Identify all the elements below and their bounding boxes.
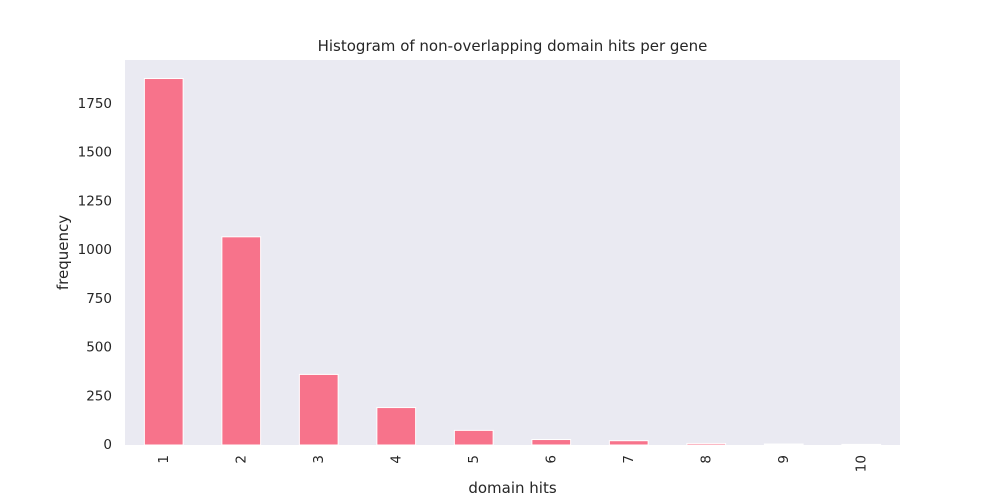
x-axis-ticks: 1 2 3 4 5 6 7 8 9 10	[156, 455, 870, 472]
bar-2	[221, 236, 262, 446]
bar-7	[608, 440, 649, 446]
x-tick-label: 6	[543, 455, 559, 464]
x-tick-label: 10	[853, 455, 869, 472]
bars-group	[143, 78, 882, 446]
bar-4	[376, 407, 417, 446]
x-axis-label: domain hits	[468, 479, 557, 497]
y-tick-label: 1250	[78, 193, 112, 209]
bar-5	[453, 429, 494, 446]
x-tick-label: 2	[233, 455, 249, 464]
x-tick-label: 5	[466, 455, 482, 464]
y-tick-label: 1500	[78, 145, 112, 161]
x-tick-label: 9	[776, 455, 792, 464]
y-tick-label: 500	[86, 340, 112, 356]
x-tick-label: 4	[388, 455, 404, 464]
y-tick-label: 1750	[78, 96, 112, 112]
y-axis-ticks: 0 250 500 750 1000 1250 1500 1750	[78, 96, 112, 453]
y-tick-label: 0	[103, 437, 112, 453]
y-tick-label: 750	[86, 291, 112, 307]
y-tick-label: 250	[86, 388, 112, 404]
bar-10	[841, 443, 882, 446]
bar-6	[531, 439, 572, 446]
x-tick-label: 8	[698, 455, 714, 464]
y-tick-label: 1000	[78, 242, 112, 258]
bar-1	[143, 78, 184, 446]
chart-title: Histogram of non-overlapping domain hits…	[318, 37, 708, 55]
bar-8	[686, 442, 727, 446]
y-axis-label: frequency	[54, 215, 72, 290]
bar-9	[763, 443, 804, 446]
x-tick-label: 7	[621, 455, 637, 464]
x-tick-label: 3	[311, 455, 327, 464]
x-tick-label: 1	[156, 455, 172, 464]
bar-3	[298, 373, 339, 446]
